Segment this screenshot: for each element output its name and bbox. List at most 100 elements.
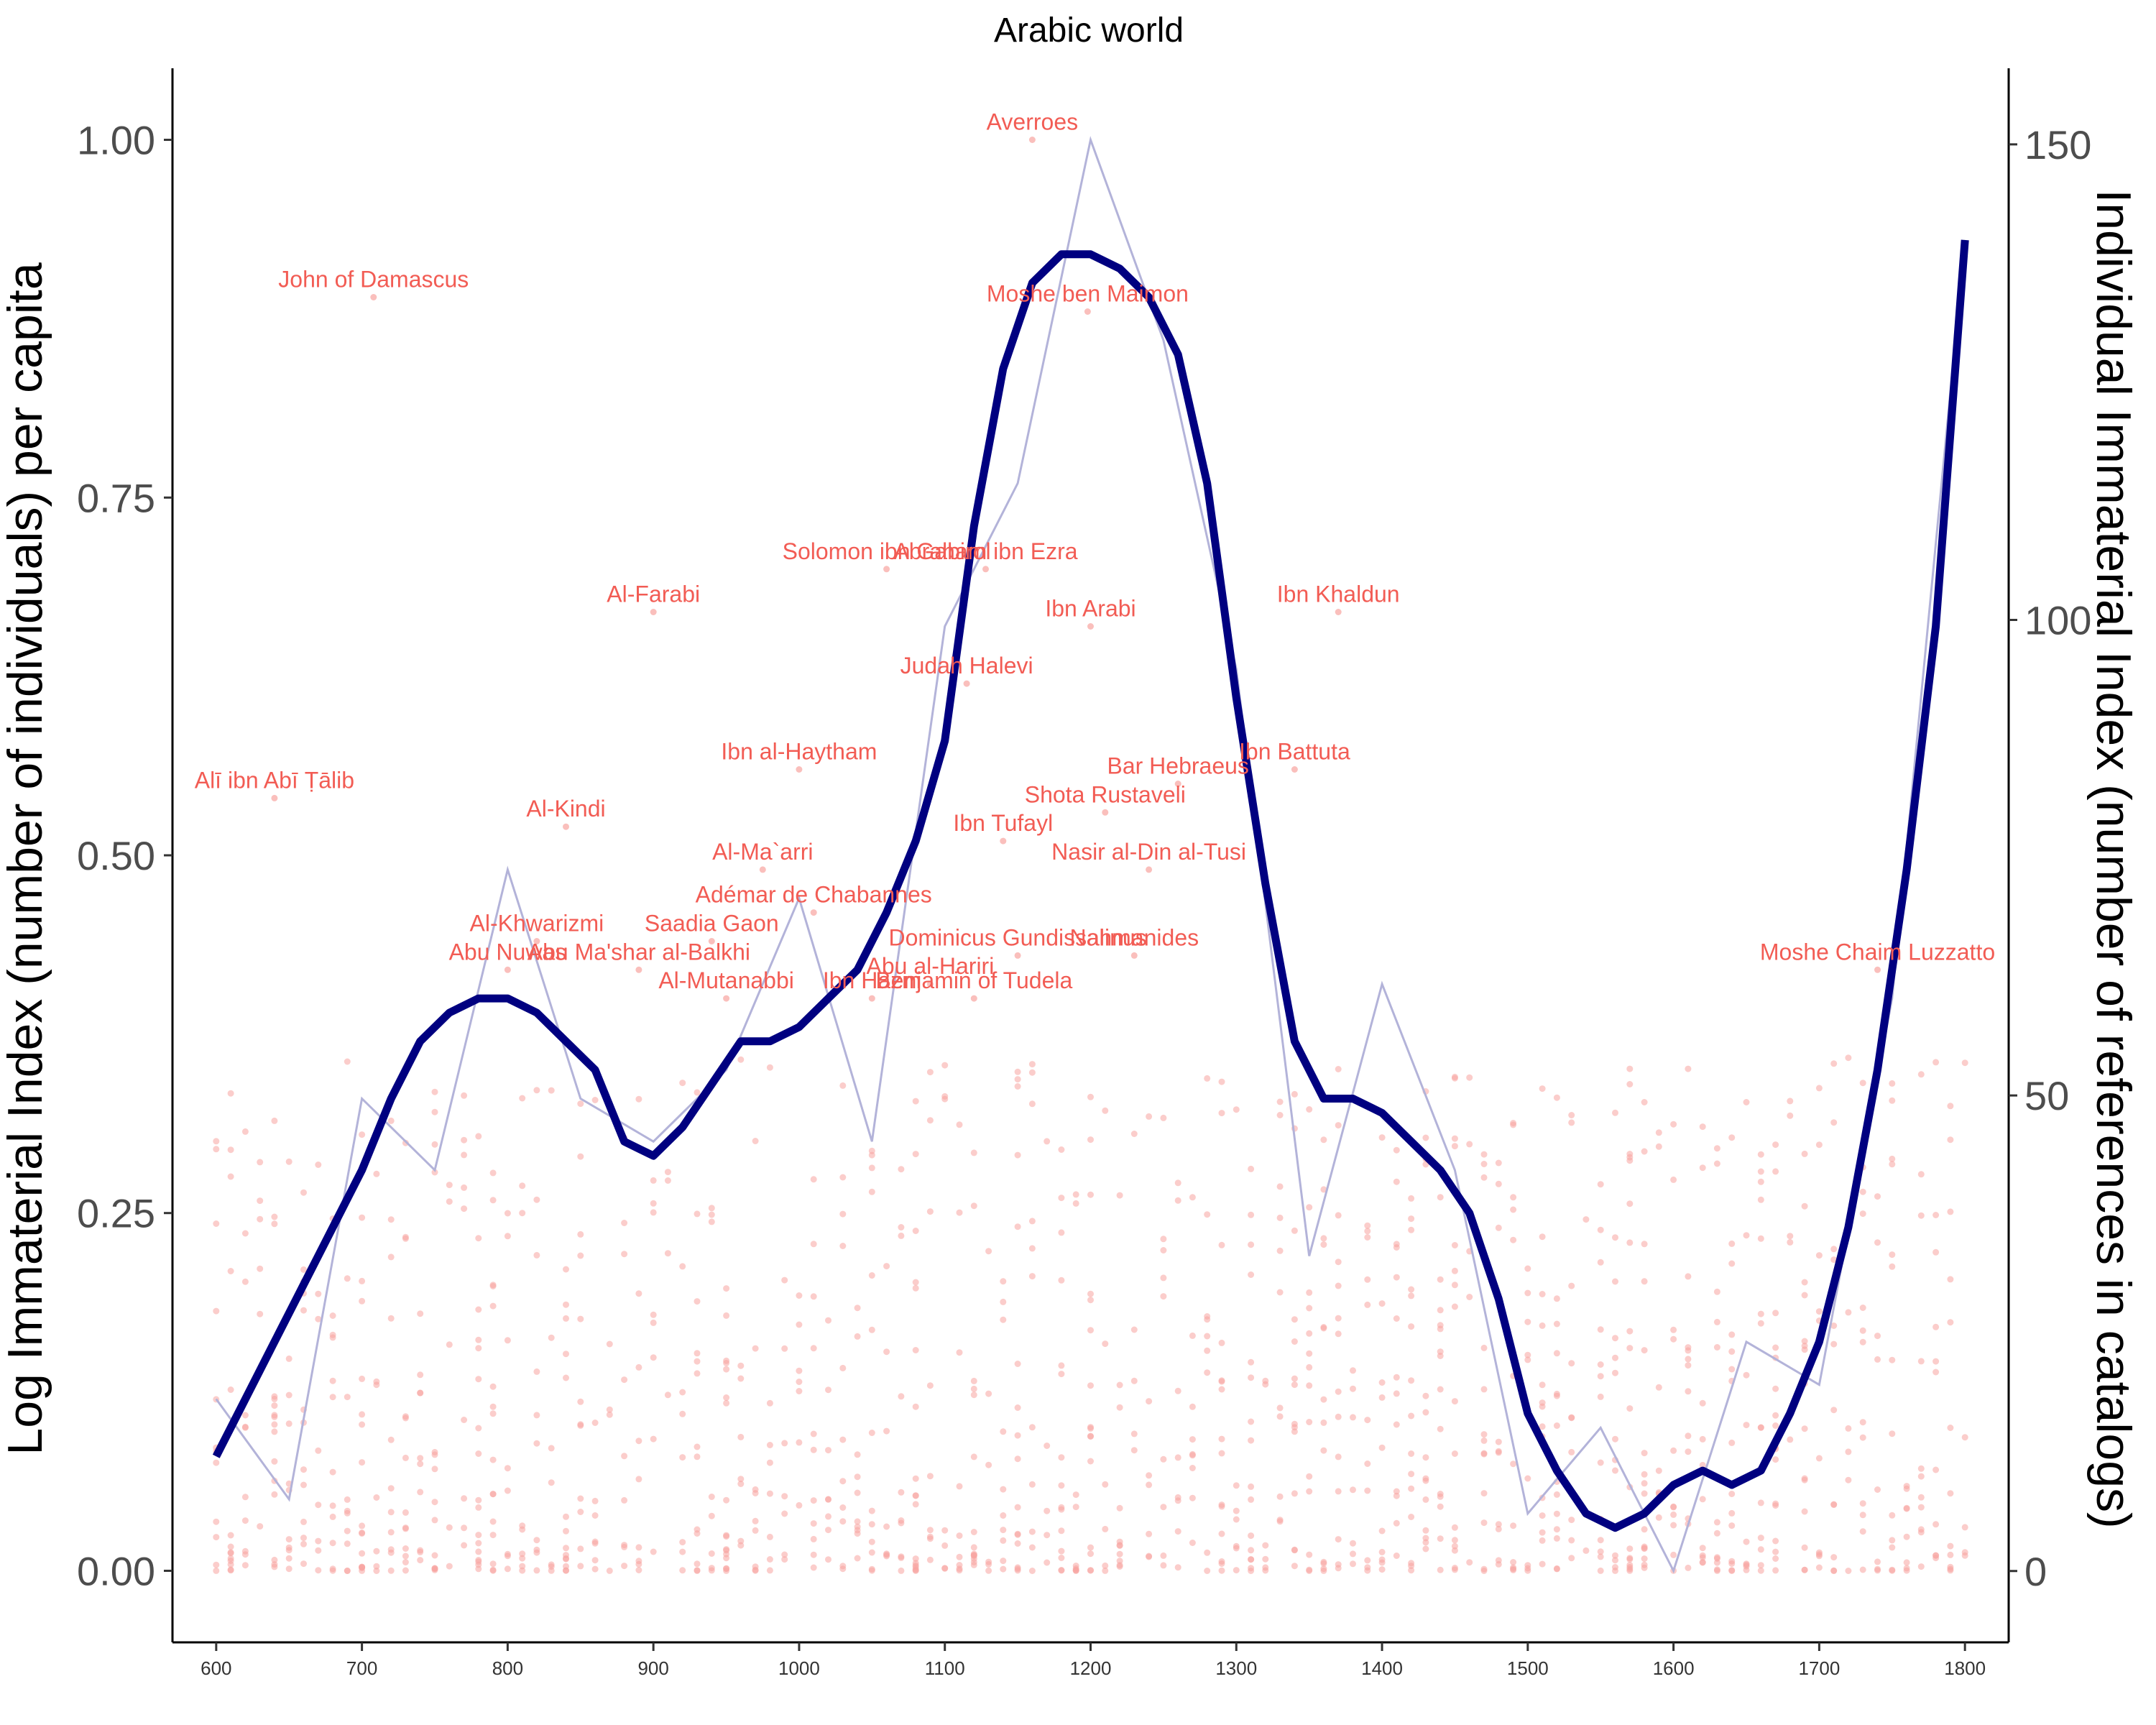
data-point: [868, 1521, 875, 1528]
data-point: [1641, 1564, 1648, 1571]
data-point: [912, 1151, 919, 1158]
data-point: [1248, 1418, 1255, 1425]
y-right-tick-label: 100: [2024, 597, 2091, 643]
data-point: [985, 1567, 992, 1574]
data-point: [1830, 1119, 1838, 1126]
data-point: [1903, 1565, 1910, 1572]
data-point: [373, 1170, 380, 1177]
data-point: [1014, 1083, 1021, 1090]
data-point: [1276, 1518, 1284, 1525]
data-point: [941, 1542, 949, 1549]
data-point: [329, 1377, 336, 1384]
data-point: [504, 1550, 511, 1558]
data-point: [257, 1197, 264, 1205]
data-point: [387, 1509, 395, 1516]
data-point: [898, 1489, 905, 1496]
data-point: [970, 1392, 977, 1399]
data-point: [854, 1530, 861, 1537]
data-point: [1335, 609, 1342, 615]
data-point: [1174, 1197, 1181, 1204]
data-point: [635, 1567, 642, 1573]
data-point: [1116, 1192, 1123, 1199]
data-point: [1422, 1454, 1429, 1461]
data-point: [1801, 1279, 1808, 1286]
data-point: [1393, 1519, 1400, 1527]
data-point: [1408, 1412, 1415, 1420]
data-point: [1713, 1160, 1720, 1167]
data-point: [285, 1392, 292, 1399]
data-point: [475, 1306, 482, 1313]
data-point: [694, 1560, 701, 1568]
data-point: [1801, 1544, 1808, 1551]
data-point: [1130, 1377, 1138, 1384]
data-point: [1553, 1510, 1560, 1517]
data-point: [766, 1490, 773, 1497]
data-point: [1028, 1218, 1036, 1225]
data-point: [417, 1371, 424, 1379]
data-point: [868, 1507, 875, 1514]
data-point: [1174, 1454, 1181, 1461]
data-point: [315, 1547, 322, 1554]
data-point: [1932, 1521, 1940, 1528]
data-point: [1539, 1537, 1546, 1544]
data-point: [1204, 1211, 1211, 1218]
data-point: [1248, 1547, 1255, 1554]
data-point: [694, 1453, 701, 1460]
data-point: [271, 1428, 278, 1435]
data-point: [271, 1393, 278, 1400]
data-point: [650, 1354, 657, 1361]
data-point: [898, 1232, 905, 1239]
data-point: [737, 1537, 745, 1545]
data-point: [1306, 1382, 1313, 1389]
data-point: [257, 1310, 264, 1317]
data-point: [1087, 1382, 1094, 1389]
data-point: [1218, 1530, 1225, 1537]
data-point: [1815, 1564, 1823, 1571]
data-point: [548, 1445, 555, 1452]
data-point: [723, 1399, 730, 1407]
data-point: [1889, 1356, 1896, 1363]
data-point: [461, 1417, 468, 1423]
data-point: [1408, 1560, 1415, 1567]
data-point: [1772, 1310, 1779, 1317]
data-point: [1597, 1553, 1604, 1560]
data-point: [708, 1550, 715, 1557]
annotation-label: Abraham ibn Ezra: [893, 538, 1077, 564]
data-point: [1772, 1385, 1779, 1392]
data-point: [475, 1336, 482, 1343]
data-point: [650, 1548, 657, 1555]
data-point: [1335, 1536, 1342, 1543]
data-point: [1218, 1450, 1225, 1457]
data-point: [475, 1540, 482, 1547]
data-point: [1262, 1542, 1269, 1549]
data-point: [1772, 1412, 1779, 1419]
data-point: [1393, 1274, 1400, 1281]
data-point: [1204, 1333, 1211, 1340]
data-point: [766, 1533, 773, 1540]
data-point: [1058, 1527, 1065, 1535]
data-point: [1204, 1369, 1211, 1376]
data-point: [1437, 1535, 1444, 1542]
data-point: [1102, 1525, 1109, 1532]
data-point: [1233, 1106, 1240, 1113]
data-point: [1743, 1232, 1750, 1239]
data-point: [839, 1174, 847, 1181]
data-point: [1116, 1404, 1123, 1411]
data-point: [1466, 1074, 1473, 1081]
data-point: [533, 1087, 540, 1094]
data-point: [1597, 1373, 1604, 1380]
data-point: [1539, 1233, 1546, 1241]
data-point: [1641, 1347, 1648, 1354]
data-point: [1932, 1466, 1940, 1473]
data-point: [1859, 1188, 1866, 1195]
data-point: [1597, 1567, 1604, 1574]
data-point: [271, 1491, 278, 1498]
data-point: [1961, 1524, 1968, 1531]
data-point: [1480, 1490, 1488, 1497]
data-point: [387, 1315, 395, 1322]
data-point: [723, 1357, 730, 1364]
data-point: [417, 1389, 424, 1397]
data-point: [1612, 1557, 1618, 1564]
data-point: [694, 1358, 701, 1365]
data-point: [475, 1450, 482, 1457]
